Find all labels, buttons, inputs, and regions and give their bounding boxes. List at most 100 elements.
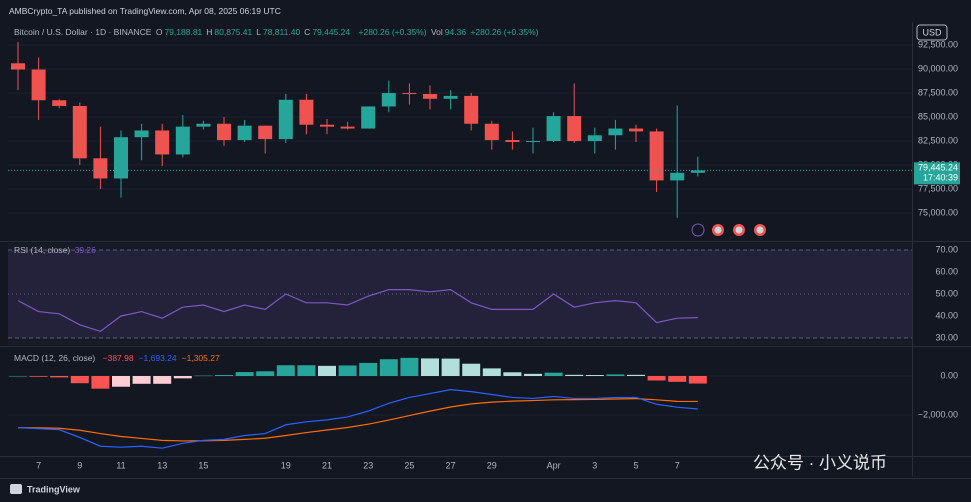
histogram-bar: [256, 371, 275, 376]
volume: 94.36: [444, 27, 467, 37]
icon: [714, 226, 722, 234]
candle-body: [11, 63, 25, 70]
histogram-bar: [565, 374, 584, 376]
x-tick-label: 13: [157, 460, 167, 470]
rsi-line: [17, 288, 698, 333]
histogram-bar: [297, 365, 316, 376]
x-tick-label: 19: [281, 460, 291, 470]
candle-body: [526, 141, 540, 143]
histogram-bar: [441, 358, 460, 376]
histogram-bar: [112, 375, 130, 387]
volume-key: Vol: [430, 27, 443, 37]
candle-body: [93, 158, 108, 179]
histogram-bar: [688, 375, 707, 384]
ohlc-key: H: [206, 27, 213, 37]
y-tick-label: 87,500.00: [918, 87, 958, 97]
ohlc-value: 80,875.41: [214, 27, 253, 37]
volume-change: +280.26 (+0.35%): [470, 27, 539, 37]
histogram-bar: [627, 374, 645, 376]
candle-body: [546, 116, 561, 142]
histogram-bar: [194, 375, 213, 377]
histogram-bar: [153, 375, 172, 384]
histogram-bar: [421, 358, 439, 376]
x-tick-label: 25: [404, 460, 414, 470]
ohlc-key: O: [155, 27, 163, 37]
countdown: 17:40:39: [923, 173, 958, 183]
histogram-bar: [647, 375, 666, 381]
histogram-bar: [400, 357, 419, 376]
x-tick-label: 21: [322, 460, 332, 470]
candle-body: [217, 123, 231, 141]
histogram-bar: [379, 359, 398, 376]
symbol-legend: Bitcoin / U.S. Dollar · 1D · BINANCE O 79…: [14, 27, 541, 37]
ohlc-value: 79,445.24: [312, 27, 351, 37]
x-tick-label: 27: [446, 460, 456, 470]
last-price-box: [914, 162, 960, 185]
y-tick-label: 92,500.00: [918, 39, 958, 49]
y-tick-label: 77,500.00: [918, 183, 958, 193]
rsi-legend: RSI (14, close) 39.26: [14, 245, 98, 255]
icon: [735, 226, 743, 234]
y-tick-label: 82,500.00: [918, 135, 958, 145]
candle-body: [196, 123, 211, 127]
histogram-bar: [91, 375, 110, 389]
candle-body: [649, 131, 664, 181]
candle-body: [72, 105, 87, 159]
y-tick-label: −2,000.00: [918, 409, 958, 419]
x-tick-label: 29: [487, 460, 497, 470]
candle-body: [484, 123, 499, 141]
histogram-bar: [235, 372, 254, 376]
macd-line: [17, 389, 698, 449]
histogram-bar: [70, 375, 89, 384]
icon: [756, 226, 764, 234]
candle-body: [320, 124, 334, 127]
x-tick-label: 7: [36, 460, 41, 470]
x-tick-label: Apr: [547, 460, 561, 470]
histogram-bar: [276, 365, 295, 376]
ohlc-value: 79,188.81: [164, 27, 203, 37]
event-icons: [691, 223, 766, 237]
candle-body: [381, 93, 396, 107]
histogram-bar: [482, 368, 501, 376]
histogram-bar: [338, 365, 357, 376]
candle-body: [402, 93, 417, 95]
y-tick-label: 85,000.00: [918, 111, 958, 121]
x-tick-label: 3: [592, 460, 597, 470]
histogram-bar: [50, 375, 69, 378]
macd-legend: MACD (12, 26, close) −387.98 −1,693.24 −1,…: [14, 353, 222, 363]
macd-legend-value: −1,693.24: [138, 353, 177, 363]
macd-legend-value: −1,305.27: [181, 353, 220, 363]
y-tick-label: 70.00: [935, 244, 958, 254]
currency-button[interactable]: [916, 24, 948, 41]
rsi-value: 39.26: [74, 245, 96, 255]
ohlc-key: L: [256, 27, 261, 37]
x-tick-label: 15: [198, 460, 208, 470]
candle-body: [423, 93, 437, 99]
histogram-bar: [173, 375, 192, 379]
candle-body: [299, 99, 314, 125]
y-tick-label: 40.00: [935, 310, 958, 320]
histogram-bar: [606, 374, 625, 376]
ohlc-key: C: [304, 27, 311, 37]
candle-body: [670, 172, 685, 181]
histogram-bar: [585, 375, 604, 376]
candle-body: [175, 126, 190, 155]
ohlc-value: 78,811.40: [262, 27, 301, 37]
candle-body: [278, 99, 293, 140]
watermark: 公众号 · 小义说币: [753, 453, 887, 472]
logo-icon: [10, 484, 22, 494]
histogram-bar: [359, 362, 378, 376]
logo: TradingView: [27, 484, 81, 494]
histogram-bar: [503, 372, 522, 376]
histogram-bar: [462, 363, 481, 376]
histogram-bar: [29, 375, 48, 377]
candle-body: [567, 116, 582, 142]
candle-body: [629, 128, 643, 132]
histogram-bar: [668, 375, 687, 382]
candle-body: [258, 125, 273, 140]
macd-title: MACD (12, 26, close): [14, 353, 96, 363]
y-tick-label: 75,000.00: [918, 207, 958, 217]
icon: [691, 223, 705, 237]
candle-body: [587, 135, 602, 142]
